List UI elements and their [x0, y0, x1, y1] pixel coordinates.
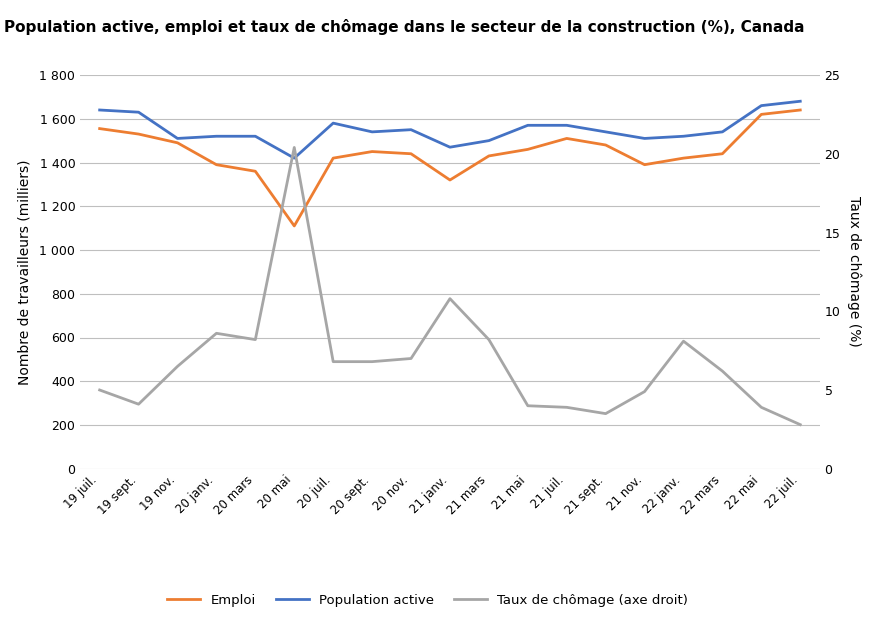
Population active: [795, 98, 805, 105]
Population active: [756, 102, 766, 109]
Taux de chômage (axe droit): [484, 336, 495, 343]
Emploi: [211, 161, 222, 168]
Taux de chômage (axe droit): [289, 144, 299, 151]
Line: Emploi: Emploi: [100, 110, 800, 226]
Population active: [250, 132, 261, 140]
Taux de chômage (axe droit): [717, 368, 728, 375]
Taux de chômage (axe droit): [211, 329, 222, 337]
Emploi: [522, 146, 533, 153]
Population active: [134, 109, 144, 116]
Population active: [211, 132, 222, 140]
Emploi: [795, 106, 805, 114]
Population active: [405, 126, 416, 133]
Emploi: [367, 148, 378, 155]
Population active: [717, 128, 728, 136]
Population active: [94, 106, 105, 114]
Line: Population active: Population active: [100, 101, 800, 158]
Emploi: [678, 154, 689, 162]
Taux de chômage (axe droit): [678, 338, 689, 345]
Population active: [328, 119, 339, 127]
Taux de chômage (axe droit): [445, 295, 455, 302]
Emploi: [561, 134, 572, 142]
Emploi: [405, 150, 416, 158]
Population active: [172, 134, 183, 142]
Text: Population active, emploi et taux de chômage dans le secteur de la construction : Population active, emploi et taux de chô…: [4, 19, 805, 35]
Y-axis label: Nombre de travailleurs (milliers): Nombre de travailleurs (milliers): [17, 159, 31, 384]
Emploi: [134, 130, 144, 138]
Population active: [678, 132, 689, 140]
Emploi: [484, 152, 495, 159]
Population active: [522, 121, 533, 129]
Emploi: [328, 154, 339, 162]
Line: Taux de chômage (axe droit): Taux de chômage (axe droit): [100, 148, 800, 424]
Taux de chômage (axe droit): [367, 358, 378, 366]
Taux de chômage (axe droit): [795, 421, 805, 428]
Taux de chômage (axe droit): [756, 404, 766, 411]
Taux de chômage (axe droit): [250, 336, 261, 343]
Emploi: [445, 176, 455, 184]
Taux de chômage (axe droit): [522, 402, 533, 409]
Population active: [561, 121, 572, 129]
Taux de chômage (axe droit): [601, 410, 611, 418]
Emploi: [756, 111, 766, 118]
Emploi: [717, 150, 728, 158]
Population active: [367, 128, 378, 136]
Legend: Emploi, Population active, Taux de chômage (axe droit): Emploi, Population active, Taux de chôma…: [162, 589, 693, 612]
Taux de chômage (axe droit): [94, 386, 105, 394]
Population active: [639, 134, 650, 142]
Taux de chômage (axe droit): [561, 404, 572, 411]
Emploi: [289, 222, 299, 229]
Emploi: [94, 125, 105, 132]
Taux de chômage (axe droit): [172, 362, 183, 370]
Population active: [445, 143, 455, 151]
Taux de chômage (axe droit): [405, 355, 416, 362]
Emploi: [601, 141, 611, 149]
Taux de chômage (axe droit): [134, 401, 144, 408]
Taux de chômage (axe droit): [328, 358, 339, 366]
Emploi: [250, 168, 261, 175]
Population active: [484, 137, 495, 144]
Population active: [289, 154, 299, 162]
Emploi: [172, 139, 183, 146]
Y-axis label: Taux de chômage (%): Taux de chômage (%): [846, 196, 862, 348]
Population active: [601, 128, 611, 136]
Taux de chômage (axe droit): [639, 388, 650, 396]
Emploi: [639, 161, 650, 168]
